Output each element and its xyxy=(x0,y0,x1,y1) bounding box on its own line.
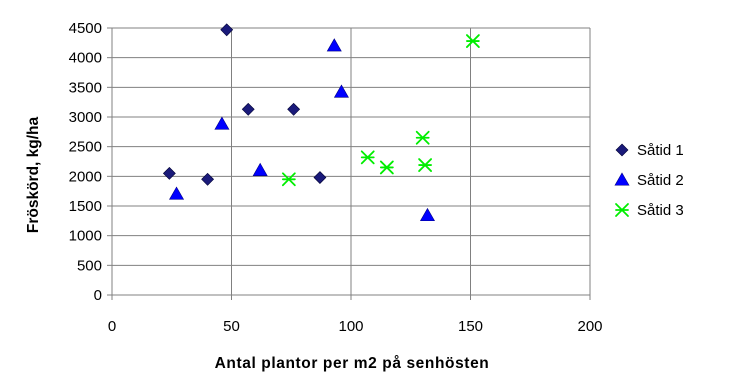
axes xyxy=(107,27,591,300)
series-3-point xyxy=(418,158,432,172)
series-1-point xyxy=(162,166,176,180)
series-3-point xyxy=(360,150,375,165)
series-3-point xyxy=(415,130,430,145)
y-tick-label: 3000 xyxy=(69,109,102,126)
series-2-point xyxy=(252,162,268,176)
x-axis-title: Antal plantor per m2 på senhösten xyxy=(215,355,490,372)
legend-marker-3 xyxy=(615,203,629,217)
x-tick-label: 100 xyxy=(338,318,363,335)
y-tick-label: 3500 xyxy=(69,79,102,96)
legend-marker-2 xyxy=(614,172,630,186)
series-2-point xyxy=(333,84,349,98)
legend-label-2: Såtid 2 xyxy=(637,172,684,189)
legend-marker-1 xyxy=(615,143,629,157)
data-points xyxy=(162,23,480,222)
series-2-point xyxy=(169,186,185,200)
y-tick-label: 4000 xyxy=(69,50,102,67)
y-tick-label: 2500 xyxy=(69,139,102,156)
series-2-point xyxy=(214,116,230,130)
tick-labels: 0 500 1000 1500 2000 2500 3000 3500 4000 4500 0 50 1… xyxy=(69,20,603,335)
series-3-point xyxy=(465,34,480,48)
legend-label-1: Såtid 1 xyxy=(637,142,684,159)
series-1-point xyxy=(287,102,301,116)
y-tick-label: 1500 xyxy=(69,198,102,215)
series-1-point xyxy=(241,102,255,116)
x-tick-label: 50 xyxy=(223,318,240,335)
y-tick-label: 2000 xyxy=(69,168,102,185)
series-3-point xyxy=(379,160,394,175)
y-tick-label: 0 xyxy=(94,287,102,304)
series-3-point xyxy=(281,172,296,187)
series-1-point xyxy=(220,23,234,37)
y-tick-label: 500 xyxy=(77,257,102,274)
y-axis-title: Fröskörd, kg/ha xyxy=(25,116,42,233)
grid xyxy=(112,27,591,295)
x-tick-label: 0 xyxy=(108,318,116,335)
series-1-point xyxy=(201,172,215,186)
y-tick-label: 4500 xyxy=(69,20,102,37)
x-tick-label: 150 xyxy=(458,318,483,335)
y-tick-label: 1000 xyxy=(69,228,102,245)
legend: Såtid 1 Såtid 2 Såtid 3 xyxy=(614,142,684,219)
series-2-point xyxy=(419,207,435,222)
series-2-point xyxy=(326,38,342,52)
series-1-point xyxy=(313,171,327,184)
legend-label-3: Såtid 3 xyxy=(637,202,684,219)
x-tick-label: 200 xyxy=(577,318,602,335)
